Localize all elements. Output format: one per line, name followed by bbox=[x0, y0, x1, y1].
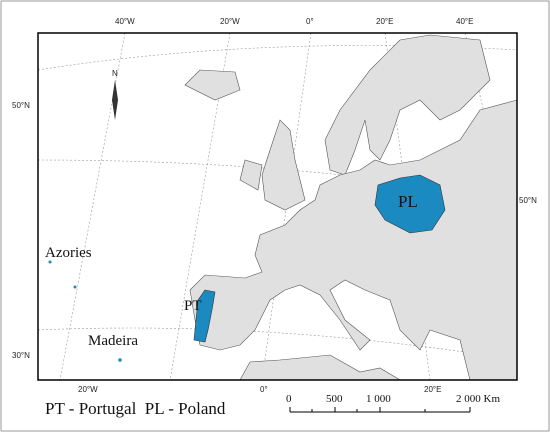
scale-label: 500 bbox=[326, 393, 343, 405]
top-label: 20°E bbox=[376, 17, 393, 26]
top-label: 0° bbox=[306, 17, 314, 26]
poland bbox=[374, 174, 446, 234]
right-label: 50°N bbox=[519, 196, 537, 205]
north-arrow bbox=[112, 80, 118, 120]
map bbox=[37, 32, 518, 381]
azores-label: Azories bbox=[45, 245, 92, 261]
scale-label: 2 000 Km bbox=[456, 393, 500, 405]
mainland-europe bbox=[189, 99, 518, 381]
graticule-labels: 40°W 20°W 0° 20°E 40°E 50°N 30°N 50°N 20… bbox=[12, 17, 537, 394]
map-frame bbox=[37, 32, 518, 381]
north-africa bbox=[239, 354, 402, 381]
scale-label: 1 000 bbox=[366, 393, 391, 405]
left-label: 30°N bbox=[12, 351, 30, 360]
left-label: 50°N bbox=[12, 101, 30, 110]
madeira-label: Madeira bbox=[88, 333, 138, 349]
portugal-label: PT bbox=[184, 298, 202, 314]
scale-bar: 0 500 1 000 2 000 Km bbox=[286, 393, 500, 413]
top-label: 20°W bbox=[220, 17, 240, 26]
madeira-island bbox=[118, 358, 122, 362]
bottom-label: 20°W bbox=[78, 385, 98, 394]
portugal bbox=[193, 289, 216, 343]
azores-island bbox=[48, 260, 52, 264]
legend: PT - Portugal PL - Poland bbox=[45, 399, 226, 418]
iceland bbox=[184, 69, 241, 101]
scandinavia bbox=[324, 34, 491, 176]
graticule bbox=[37, 32, 518, 381]
top-label: 40°W bbox=[115, 17, 135, 26]
great-britain bbox=[261, 119, 306, 211]
bottom-label: 20°E bbox=[424, 385, 441, 394]
north-label: N bbox=[112, 69, 118, 78]
bottom-label: 0° bbox=[260, 385, 268, 394]
scale-label: 0 bbox=[286, 393, 292, 405]
poland-label: PL bbox=[398, 192, 418, 211]
top-label: 40°E bbox=[456, 17, 473, 26]
azores-island bbox=[73, 285, 77, 289]
scale-ticks bbox=[289, 407, 471, 412]
ireland bbox=[239, 159, 263, 191]
